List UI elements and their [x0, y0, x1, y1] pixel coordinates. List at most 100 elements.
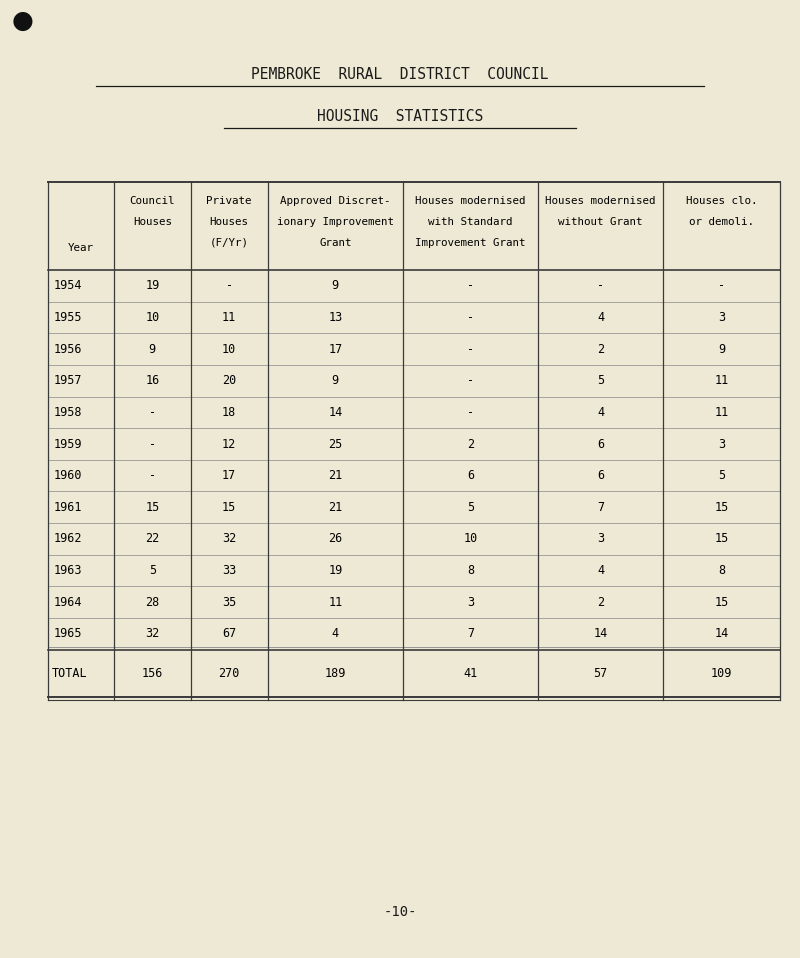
Text: 8: 8 [467, 564, 474, 577]
Text: or demoli.: or demoli. [689, 217, 754, 227]
Text: 1954: 1954 [54, 280, 82, 292]
Text: ionary Improvement: ionary Improvement [277, 217, 394, 227]
Text: 4: 4 [597, 564, 604, 577]
Text: 5: 5 [718, 469, 725, 482]
Text: 2: 2 [597, 596, 604, 608]
Text: 7: 7 [597, 501, 604, 513]
Text: -: - [149, 469, 156, 482]
Text: 2: 2 [467, 438, 474, 450]
Text: 11: 11 [328, 596, 342, 608]
Text: 5: 5 [467, 501, 474, 513]
Text: Improvement Grant: Improvement Grant [415, 238, 526, 248]
Text: 10: 10 [145, 311, 159, 324]
Text: 1957: 1957 [54, 375, 82, 387]
Text: -: - [226, 280, 233, 292]
Text: 189: 189 [325, 667, 346, 680]
Text: 26: 26 [328, 533, 342, 545]
Text: 3: 3 [718, 311, 725, 324]
Text: 8: 8 [718, 564, 725, 577]
Text: 270: 270 [218, 667, 240, 680]
Text: 11: 11 [714, 375, 729, 387]
Text: 1963: 1963 [54, 564, 82, 577]
Text: 6: 6 [597, 438, 604, 450]
Text: 3: 3 [597, 533, 604, 545]
Text: (F/Yr): (F/Yr) [210, 238, 249, 248]
Text: Houses clo.: Houses clo. [686, 195, 757, 206]
Text: Houses modernised: Houses modernised [546, 195, 656, 206]
Text: -: - [149, 438, 156, 450]
Text: Private: Private [206, 195, 252, 206]
Text: 3: 3 [718, 438, 725, 450]
Text: 15: 15 [145, 501, 159, 513]
Text: HOUSING  STATISTICS: HOUSING STATISTICS [317, 109, 483, 125]
Text: 156: 156 [142, 667, 163, 680]
Text: 1961: 1961 [54, 501, 82, 513]
Text: 9: 9 [718, 343, 725, 355]
Text: 67: 67 [222, 627, 236, 640]
Text: 10: 10 [464, 533, 478, 545]
Text: -: - [597, 280, 604, 292]
Text: 20: 20 [222, 375, 236, 387]
Text: 32: 32 [222, 533, 236, 545]
Text: 18: 18 [222, 406, 236, 419]
Text: TOTAL: TOTAL [52, 667, 88, 680]
Text: -: - [467, 311, 474, 324]
Text: 17: 17 [328, 343, 342, 355]
Text: 11: 11 [714, 406, 729, 419]
Text: Year: Year [68, 243, 94, 253]
Text: 12: 12 [222, 438, 236, 450]
Text: Council: Council [130, 195, 175, 206]
Text: 1964: 1964 [54, 596, 82, 608]
Text: 1962: 1962 [54, 533, 82, 545]
Text: 14: 14 [594, 627, 608, 640]
Text: Houses: Houses [210, 217, 249, 227]
Text: 13: 13 [328, 311, 342, 324]
Text: Approved Discret-: Approved Discret- [280, 195, 390, 206]
Text: with Standard: with Standard [429, 217, 513, 227]
Text: 15: 15 [714, 596, 729, 608]
Text: PEMBROKE  RURAL  DISTRICT  COUNCIL: PEMBROKE RURAL DISTRICT COUNCIL [251, 67, 549, 82]
Text: -: - [467, 406, 474, 419]
Text: -: - [149, 406, 156, 419]
Text: 9: 9 [332, 280, 339, 292]
Text: 4: 4 [332, 627, 339, 640]
Text: -: - [467, 343, 474, 355]
Text: -10-: -10- [383, 905, 417, 919]
Text: 3: 3 [467, 596, 474, 608]
Text: 11: 11 [222, 311, 236, 324]
Text: -: - [467, 280, 474, 292]
Text: 57: 57 [594, 667, 608, 680]
Text: 14: 14 [714, 627, 729, 640]
Text: 4: 4 [597, 406, 604, 419]
Text: 10: 10 [222, 343, 236, 355]
Text: 22: 22 [145, 533, 159, 545]
Text: 5: 5 [597, 375, 604, 387]
Text: Grant: Grant [319, 238, 351, 248]
Text: 15: 15 [714, 501, 729, 513]
Text: 21: 21 [328, 501, 342, 513]
Text: 1955: 1955 [54, 311, 82, 324]
Text: 1956: 1956 [54, 343, 82, 355]
Text: 6: 6 [467, 469, 474, 482]
Text: 7: 7 [467, 627, 474, 640]
Text: 25: 25 [328, 438, 342, 450]
Text: Houses modernised: Houses modernised [415, 195, 526, 206]
Text: -: - [718, 280, 725, 292]
Text: 1960: 1960 [54, 469, 82, 482]
Text: 4: 4 [597, 311, 604, 324]
Text: 15: 15 [714, 533, 729, 545]
Text: 1958: 1958 [54, 406, 82, 419]
Text: Houses: Houses [133, 217, 172, 227]
Text: 1965: 1965 [54, 627, 82, 640]
Text: 33: 33 [222, 564, 236, 577]
Text: -: - [467, 375, 474, 387]
Text: 5: 5 [149, 564, 156, 577]
Text: 9: 9 [149, 343, 156, 355]
Text: 17: 17 [222, 469, 236, 482]
Text: ●: ● [11, 9, 34, 34]
Text: 109: 109 [710, 667, 732, 680]
Text: 15: 15 [222, 501, 236, 513]
Text: 14: 14 [328, 406, 342, 419]
Text: 32: 32 [145, 627, 159, 640]
Text: 1959: 1959 [54, 438, 82, 450]
